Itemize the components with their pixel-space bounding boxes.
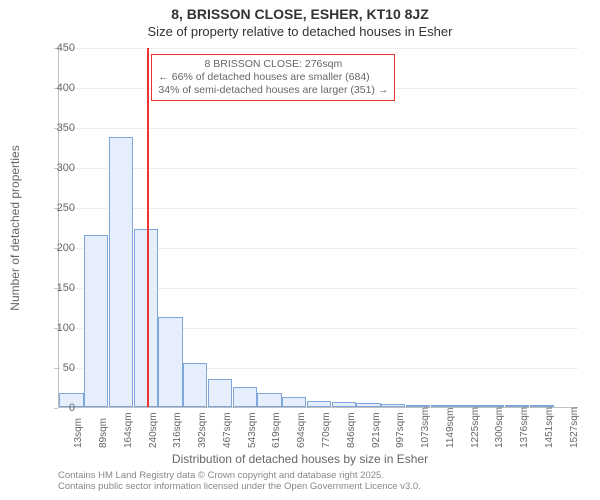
xtick-label: 1376sqm (519, 407, 530, 448)
ytick-label: 150 (35, 282, 75, 294)
gridline-h (59, 168, 578, 169)
xtick-label: 467sqm (222, 412, 233, 448)
histogram-bar (134, 229, 158, 407)
ytick-label: 0 (35, 402, 75, 414)
xtick-label: 770sqm (321, 412, 332, 448)
callout-line: 34% of semi-detached houses are larger (… (158, 84, 388, 97)
chart-subtitle: Size of property relative to detached ho… (0, 24, 600, 39)
callout-line: ← 66% of detached houses are smaller (68… (158, 71, 388, 84)
plot-area: 8 BRISSON CLOSE: 276sqm← 66% of detached… (58, 48, 578, 408)
ytick-label: 250 (35, 202, 75, 214)
xtick-label: 543sqm (247, 412, 258, 448)
histogram-bar (381, 404, 405, 407)
footer-line2: Contains public sector information licen… (58, 481, 421, 492)
xtick-label: 1149sqm (445, 408, 456, 448)
chart-container: 8, BRISSON CLOSE, ESHER, KT10 8JZ Size o… (0, 0, 600, 500)
xtick-label: 316sqm (172, 412, 183, 448)
gridline-h (59, 208, 578, 209)
xtick-label: 1300sqm (494, 407, 505, 448)
ytick-label: 450 (35, 42, 75, 54)
histogram-bar (257, 393, 281, 407)
xtick-label: 1073sqm (420, 407, 431, 448)
xtick-label: 1225sqm (470, 407, 481, 448)
footer-line1: Contains HM Land Registry data © Crown c… (58, 470, 421, 481)
ytick-label: 400 (35, 82, 75, 94)
histogram-bar (183, 363, 207, 407)
x-axis-label: Distribution of detached houses by size … (0, 452, 600, 466)
histogram-bar (282, 397, 306, 407)
chart-title: 8, BRISSON CLOSE, ESHER, KT10 8JZ (0, 6, 600, 22)
xtick-label: 694sqm (296, 412, 307, 448)
xtick-label: 392sqm (197, 412, 208, 448)
xtick-label: 240sqm (148, 412, 159, 448)
histogram-bar (84, 235, 108, 407)
xtick-label: 164sqm (123, 412, 134, 448)
histogram-bar (356, 403, 380, 407)
histogram-bar (307, 401, 331, 407)
histogram-bar (332, 402, 356, 407)
ytick-label: 350 (35, 122, 75, 134)
xtick-label: 1527sqm (569, 407, 580, 448)
gridline-h (59, 48, 578, 49)
reference-marker-line (147, 48, 149, 407)
ytick-label: 200 (35, 242, 75, 254)
xtick-label: 846sqm (346, 412, 357, 448)
ytick-label: 100 (35, 322, 75, 334)
xtick-label: 89sqm (98, 418, 109, 448)
histogram-bar (208, 379, 232, 407)
xtick-label: 997sqm (395, 412, 406, 448)
footer-attribution: Contains HM Land Registry data © Crown c… (58, 470, 421, 493)
histogram-bar (233, 387, 257, 407)
xtick-label: 921sqm (371, 412, 382, 448)
reference-callout: 8 BRISSON CLOSE: 276sqm← 66% of detached… (151, 54, 395, 101)
gridline-h (59, 128, 578, 129)
ytick-label: 50 (35, 362, 75, 374)
callout-line: 8 BRISSON CLOSE: 276sqm (158, 58, 388, 71)
y-axis-label: Number of detached properties (8, 145, 22, 310)
xtick-label: 619sqm (271, 412, 282, 448)
histogram-bar (109, 137, 133, 407)
xtick-label: 13sqm (73, 418, 84, 448)
ytick-label: 300 (35, 162, 75, 174)
histogram-bar (158, 317, 182, 407)
xtick-label: 1451sqm (544, 407, 555, 448)
